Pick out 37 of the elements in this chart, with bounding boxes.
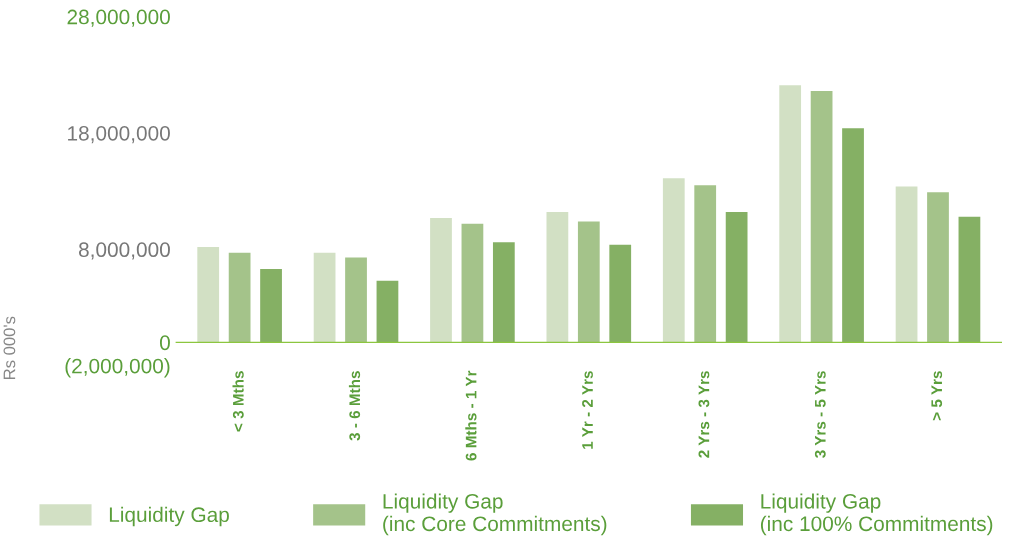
y-tick-label: 8,000,000 — [78, 242, 170, 260]
y-tick-label: 0 — [159, 335, 170, 351]
bar — [725, 212, 748, 343]
bar — [313, 252, 336, 343]
bar — [461, 223, 484, 343]
bar — [810, 91, 833, 343]
x-tick-label: < 3 Mths — [232, 371, 244, 432]
x-tick-label: 1 Yr - 2 Yrs — [582, 371, 593, 449]
bar — [779, 85, 802, 343]
x-tick-label: 3 - 6 Mths — [348, 371, 361, 441]
bar — [895, 186, 918, 343]
bar — [958, 216, 981, 343]
bar — [228, 252, 251, 343]
bar — [345, 257, 367, 343]
bar — [609, 244, 632, 343]
x-tick-label: 2 Yrs - 3 Yrs — [698, 371, 710, 458]
bar — [662, 178, 685, 343]
bar — [577, 221, 600, 343]
bar — [197, 246, 220, 343]
legend-label: Liquidity Gap (inc Core Commitments) — [383, 493, 607, 536]
bar — [694, 185, 717, 343]
bar — [842, 128, 864, 343]
bar — [260, 269, 282, 343]
bar — [927, 192, 949, 343]
bar — [546, 212, 569, 343]
x-tick-label: 3 Yrs - 5 Yrs — [814, 371, 826, 458]
y-tick-label: (2,000,000) — [65, 358, 170, 378]
legend-label: Liquidity Gap (inc 100% Commitments) — [760, 493, 993, 536]
y-tick-label: 18,000,000 — [68, 125, 170, 144]
x-tick-label: > 5 Yrs — [931, 371, 943, 421]
x-tick-label: 6 Mths - 1 Yr — [465, 370, 477, 461]
y-axis-title: Rs 000's — [3, 316, 16, 379]
bar — [376, 280, 399, 343]
bar — [430, 217, 452, 343]
y-tick-label: 28,000,000 — [67, 9, 170, 27]
legend-label: Liquidity Gap — [109, 506, 229, 527]
bar — [492, 242, 515, 343]
